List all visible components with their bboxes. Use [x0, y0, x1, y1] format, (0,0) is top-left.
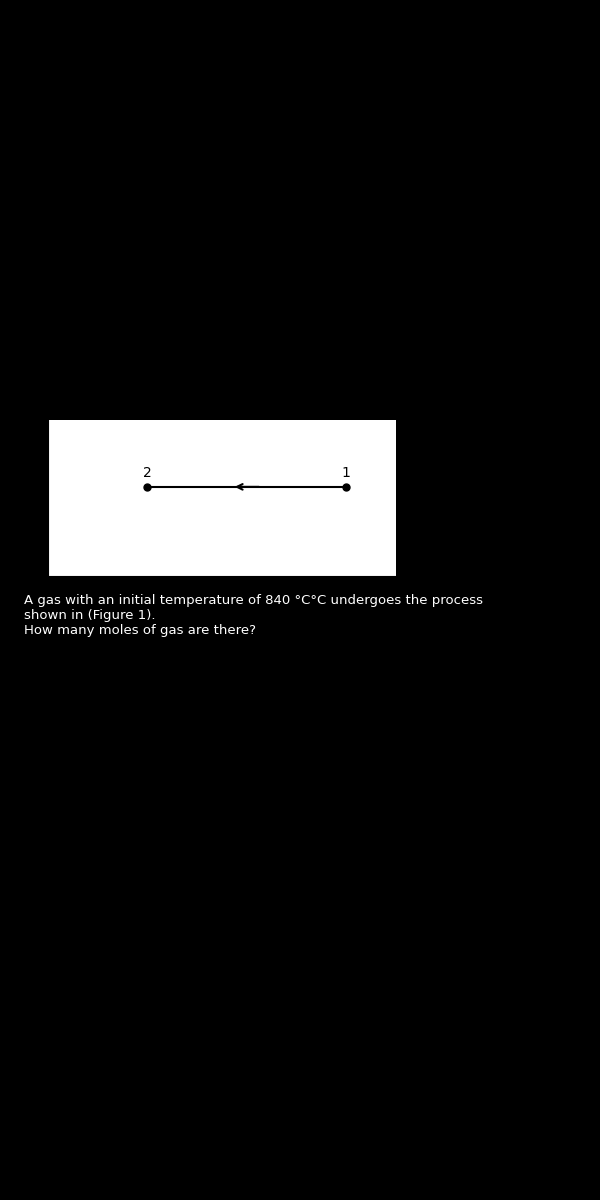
Text: A gas with an initial temperature of 840 °C°C undergoes the process
shown in (Fi: A gas with an initial temperature of 840…	[24, 594, 483, 637]
Y-axis label: $p$ (atm): $p$ (atm)	[6, 472, 24, 524]
X-axis label: $V$ (cm$^3$): $V$ (cm$^3$)	[196, 605, 248, 625]
Text: 2: 2	[143, 466, 152, 480]
Text: 1: 1	[342, 466, 351, 480]
